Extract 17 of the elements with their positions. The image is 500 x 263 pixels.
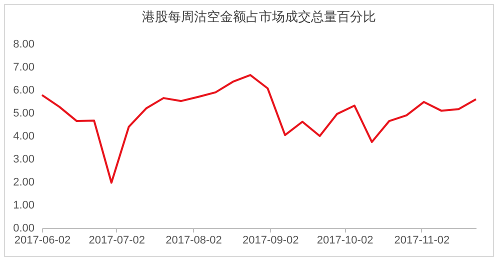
x-tick-label: 2017-08-02 bbox=[166, 234, 222, 246]
x-tick-label: 2017-09-02 bbox=[242, 234, 299, 246]
chart-title: 港股每周沽空金额占市场成交总量百分比 bbox=[142, 9, 376, 25]
x-tick-label: 2017-07-02 bbox=[88, 234, 146, 246]
y-tick-label: 5.00 bbox=[13, 108, 34, 120]
x-tick-label: 2017-11-02 bbox=[394, 234, 450, 246]
x-tick-label: 2017-10-02 bbox=[316, 234, 374, 246]
x-tick-label: 2017-06-02 bbox=[14, 234, 71, 246]
line-series bbox=[41, 74, 477, 184]
y-tick-label: 1.00 bbox=[13, 200, 34, 212]
y-tick-label: 4.00 bbox=[13, 130, 34, 142]
y-tick-label: 2.00 bbox=[13, 176, 34, 188]
y-tick-label: 7.00 bbox=[13, 62, 34, 74]
y-tick-label: 6.00 bbox=[13, 84, 34, 96]
y-tick-label: 8.00 bbox=[13, 38, 34, 50]
y-tick-label: 3.00 bbox=[13, 154, 34, 166]
y-tick-label: 0.00 bbox=[13, 222, 34, 234]
